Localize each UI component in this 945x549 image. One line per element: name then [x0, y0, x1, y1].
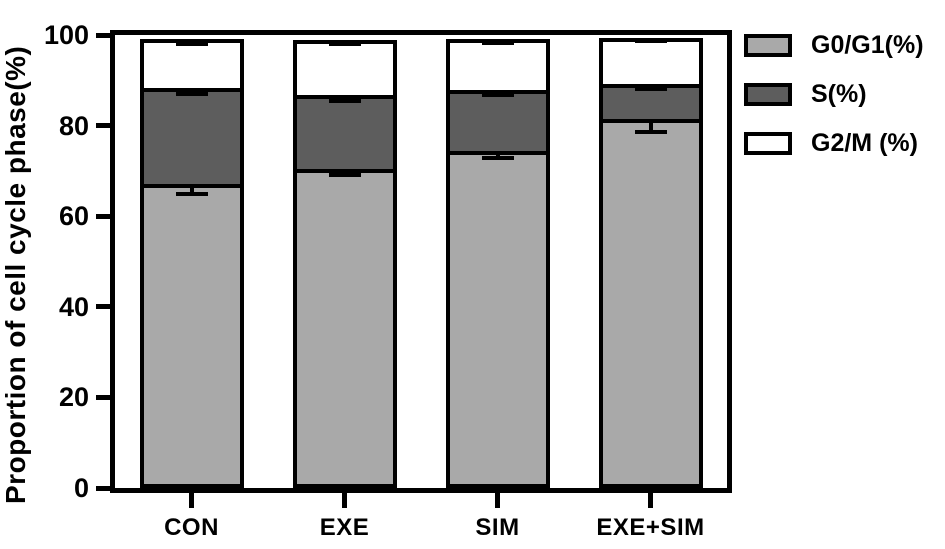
bar-outline: [445, 39, 550, 488]
y-axis-tick: [96, 213, 110, 219]
bar-segment-divider: [139, 184, 244, 189]
error-bar-stem: [495, 152, 500, 159]
error-bar-cap: [481, 40, 514, 45]
legend: G0/G1(%) S(%) G2/M (%): [744, 31, 924, 178]
bar-outline: [292, 39, 397, 488]
error-bar-cap: [175, 191, 208, 196]
bar-segment: [445, 39, 550, 92]
bar-segment-divider: [598, 119, 703, 124]
y-axis-tick-label: 40: [58, 291, 89, 322]
bar-segment-divider: [445, 150, 550, 155]
y-axis-tick: [96, 123, 110, 129]
bar-outline: [598, 37, 703, 488]
bar-segment-divider: [292, 94, 397, 99]
bar-segment: [292, 39, 397, 97]
error-bar-cap: [328, 173, 361, 178]
legend-label: S(%): [811, 80, 867, 108]
bar-segment: [445, 91, 550, 153]
bar-segment: [598, 85, 703, 122]
bar-segment: [292, 96, 397, 171]
y-axis-tick-label: 20: [58, 382, 89, 413]
bar-segment: [445, 152, 550, 488]
y-axis-tick: [96, 485, 110, 491]
legend-swatch: [744, 83, 792, 106]
y-axis-tick-label: 80: [58, 110, 89, 141]
legend-label: G2/M (%): [811, 129, 918, 157]
y-axis-tick: [96, 304, 110, 310]
bar-segment: [598, 121, 703, 488]
legend-swatch: [744, 34, 792, 57]
x-axis-tick: [342, 493, 347, 508]
y-axis-tick: [96, 32, 110, 38]
y-axis-tick-label: 0: [73, 473, 89, 503]
y-axis-tick-label: 100: [43, 20, 89, 50]
y-axis-tick-label: 60: [58, 201, 89, 232]
legend-item: G2/M (%): [744, 129, 924, 158]
plot-area: 0 20 40 60 80 100 CON EXE SIM EXE+SIM: [44, 20, 732, 541]
error-bar-cap: [175, 41, 208, 46]
legend-item: G0/G1(%): [744, 31, 924, 60]
error-bar-stem: [189, 90, 194, 95]
x-category-label: CON: [164, 514, 219, 541]
error-bar-cap: [481, 93, 514, 98]
bar-segment-divider: [292, 168, 397, 173]
bar-outline: [139, 39, 244, 488]
bar-segment: [139, 90, 244, 187]
error-bar-stem: [189, 186, 194, 194]
x-category-label: EXE: [319, 514, 370, 541]
x-axis-tick: [189, 493, 194, 508]
y-axis-tick: [96, 394, 110, 400]
legend-swatch: [744, 132, 792, 155]
error-bar-cap: [481, 156, 514, 161]
x-category-label: SIM: [475, 514, 520, 541]
x-axis-tick: [648, 493, 653, 508]
bar-segment: [139, 39, 244, 91]
legend-item: S(%): [744, 80, 924, 109]
bar-segment: [292, 170, 397, 488]
error-bar-stem: [342, 96, 347, 101]
error-bar-stem: [648, 121, 653, 132]
bar-segment-divider: [445, 89, 550, 94]
error-bar-cap: [634, 129, 667, 134]
error-bar-cap: [634, 86, 667, 91]
bar-segment-divider: [598, 83, 703, 88]
error-bar-stem: [189, 39, 194, 44]
error-bar-cap: [634, 39, 667, 44]
error-bar-stem: [342, 170, 347, 176]
error-bar-cap: [328, 98, 361, 103]
y-axis-title: Proportion of cell cycle phase(%): [0, 45, 31, 504]
error-bar-stem: [342, 39, 347, 44]
error-bar-cap: [175, 92, 208, 97]
error-bar-cap: [328, 41, 361, 46]
legend-label: G0/G1(%): [811, 31, 924, 59]
x-category-label: EXE+SIM: [596, 514, 705, 541]
bar-segment: [139, 186, 244, 488]
x-axis-tick: [495, 493, 500, 508]
bar-segment: [598, 37, 703, 86]
